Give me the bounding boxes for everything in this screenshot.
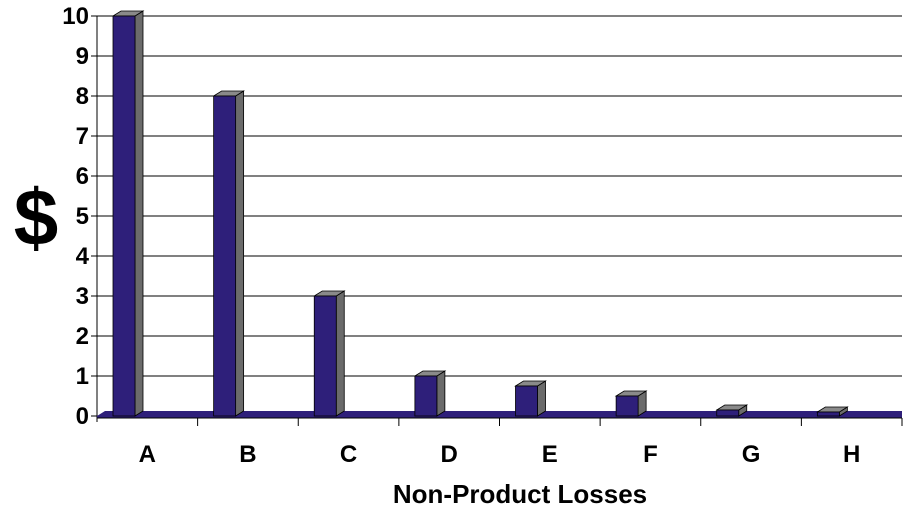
bar-side — [134, 10, 144, 417]
bar-front — [716, 409, 740, 417]
y-tick-label: 0 — [76, 403, 89, 430]
chart-floor — [97, 411, 903, 426]
bar-front — [615, 395, 639, 417]
y-tick-label: 8 — [76, 83, 89, 110]
y-tick-label: 4 — [76, 243, 90, 270]
y-tick-label: 10 — [62, 3, 89, 30]
x-tick-label: A — [139, 441, 156, 468]
y-tick-labels: 0 1 2 3 4 5 6 7 8 9 10 — [62, 3, 89, 430]
bar-front — [112, 15, 136, 417]
bars — [111, 10, 849, 417]
bar-front — [313, 295, 337, 417]
bar-side — [335, 290, 345, 417]
bar-front — [414, 375, 438, 417]
y-tick-label: 2 — [76, 323, 89, 350]
x-tick-label: D — [441, 441, 458, 468]
bar-side — [235, 90, 245, 417]
x-tick-label: F — [643, 441, 658, 468]
bar-G — [715, 404, 749, 417]
y-tick-label: 1 — [76, 363, 89, 390]
y-tick-label: 9 — [76, 43, 89, 70]
x-tick-label: G — [742, 441, 761, 468]
floor-band — [97, 411, 902, 418]
bar-front — [515, 385, 538, 417]
bar-D — [413, 370, 447, 417]
y-tick-label: 5 — [76, 203, 89, 230]
x-tick-label: E — [542, 441, 558, 468]
y-tick-label: 6 — [76, 163, 89, 190]
y-tick-label: 3 — [76, 283, 89, 310]
bar-C — [312, 290, 346, 417]
bar-front — [213, 95, 237, 417]
y-tick-label: 7 — [76, 123, 89, 150]
x-tick-label: B — [239, 441, 256, 468]
x-tick-label: C — [340, 441, 357, 468]
bar-F — [614, 390, 648, 417]
bar-B — [212, 90, 246, 417]
x-tick-label: H — [843, 441, 860, 468]
bar-front — [816, 411, 840, 417]
bar-A — [111, 10, 145, 417]
bar-H — [815, 406, 849, 417]
y-axis-label: $ — [14, 173, 59, 262]
x-axis-label: Non-Product Losses — [393, 479, 647, 508]
bar-side — [436, 370, 446, 417]
x-tick-labels: A B C D E F G H — [139, 441, 861, 468]
bar-side — [537, 380, 546, 417]
gridlines — [91, 15, 902, 422]
bar-E — [514, 380, 547, 417]
